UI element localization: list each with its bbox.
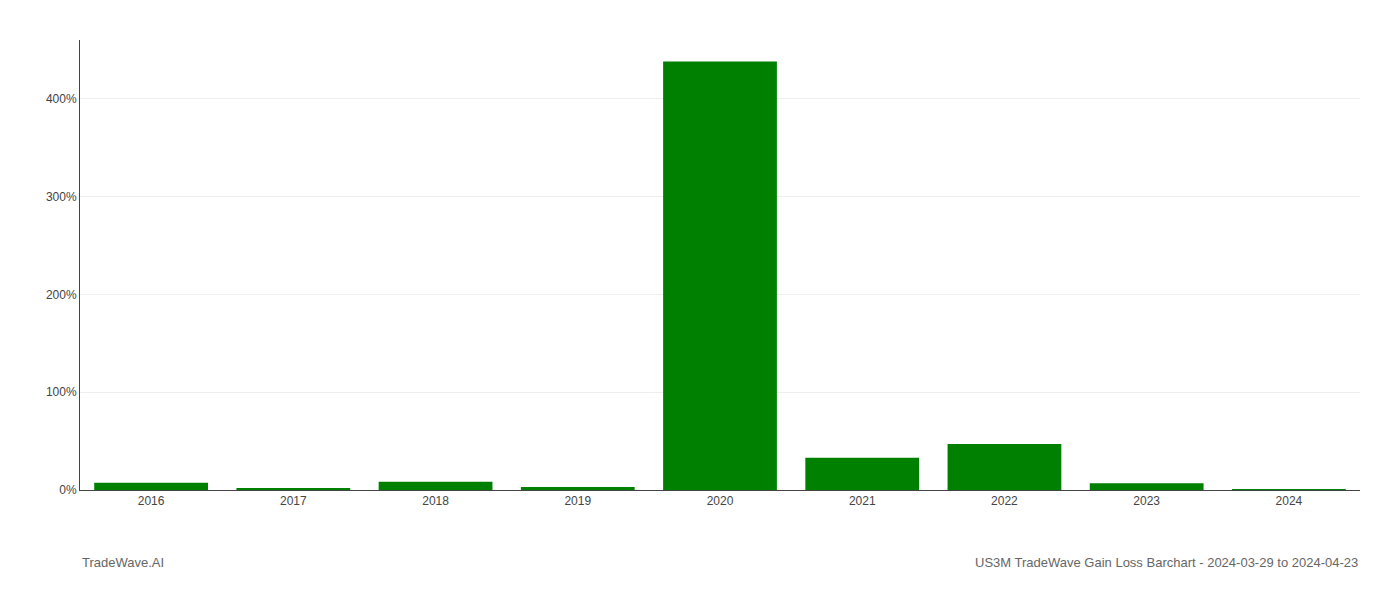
- svg-text:100%: 100%: [46, 385, 77, 399]
- svg-text:TradeWave.AI: TradeWave.AI: [82, 555, 164, 570]
- svg-text:400%: 400%: [46, 92, 77, 106]
- svg-text:2023: 2023: [1133, 494, 1160, 508]
- svg-text:2019: 2019: [564, 494, 591, 508]
- svg-text:300%: 300%: [46, 190, 77, 204]
- svg-text:200%: 200%: [46, 288, 77, 302]
- svg-text:0%: 0%: [59, 483, 77, 497]
- svg-text:2017: 2017: [280, 494, 307, 508]
- svg-text:2016: 2016: [138, 494, 165, 508]
- svg-text:2024: 2024: [1276, 494, 1303, 508]
- svg-text:2022: 2022: [991, 494, 1018, 508]
- svg-text:2021: 2021: [849, 494, 876, 508]
- svg-text:US3M TradeWave Gain Loss Barch: US3M TradeWave Gain Loss Barchart - 2024…: [975, 555, 1358, 570]
- svg-text:2018: 2018: [422, 494, 449, 508]
- svg-text:2020: 2020: [707, 494, 734, 508]
